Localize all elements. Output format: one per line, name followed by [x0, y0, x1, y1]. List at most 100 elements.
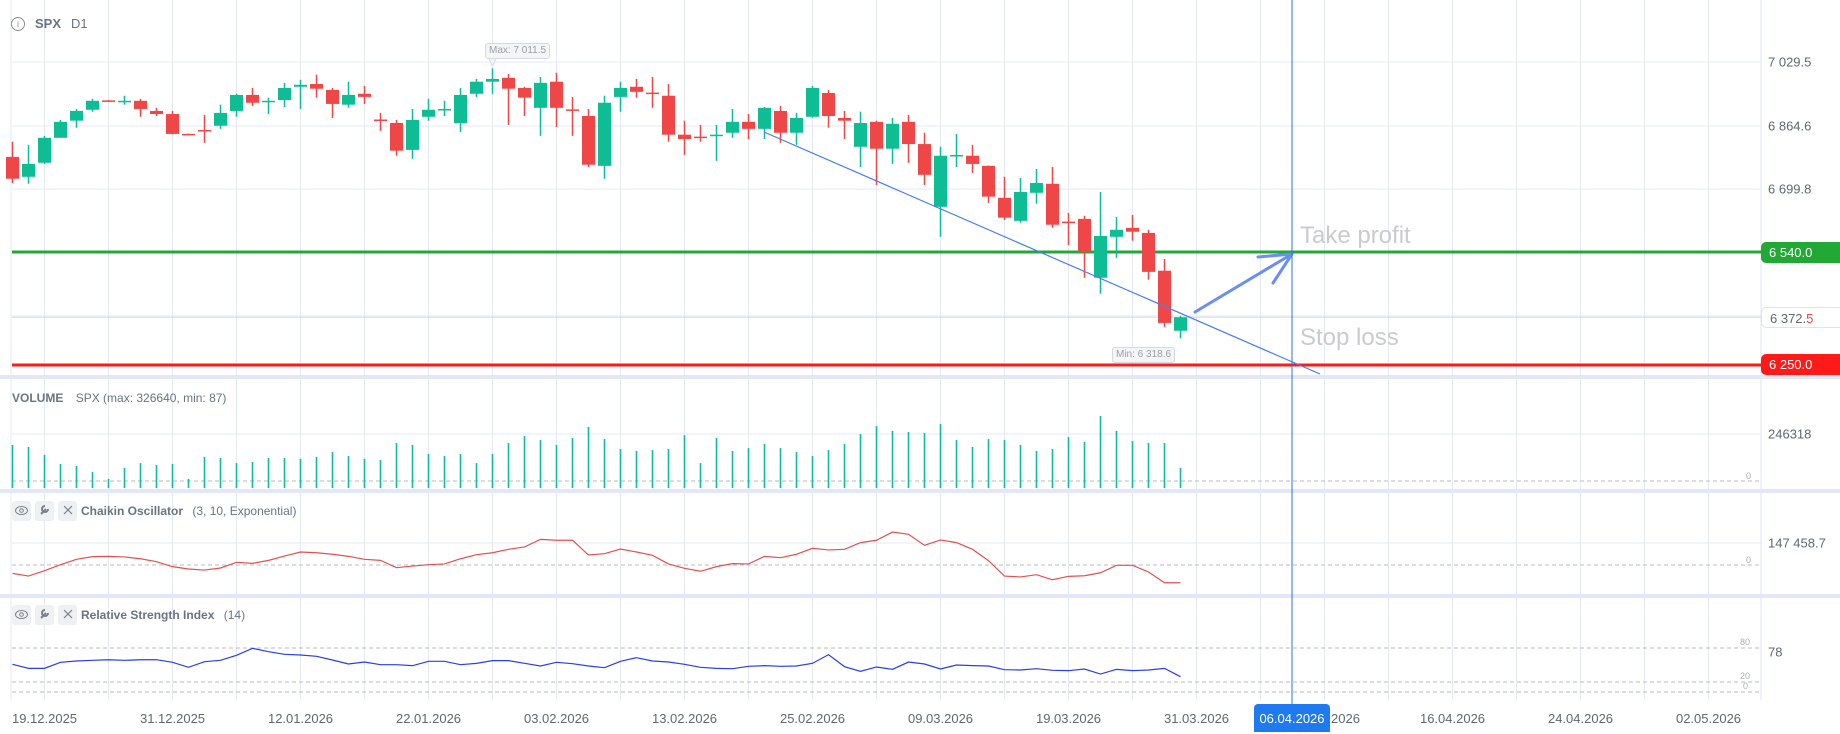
rsi-remove-button[interactable] [58, 605, 77, 625]
candle-down [310, 84, 323, 89]
date-axis-label: 22.01.2026 [395, 711, 462, 726]
current-price-last-digit: 5 [1806, 311, 1814, 326]
candle-up [486, 78, 499, 82]
candle-up [1110, 229, 1123, 237]
date-axis-label: 19.12.2025 [11, 711, 78, 726]
rsi-pane-header: Relative Strength Index (14) [81, 608, 245, 622]
rsi-level-80-label: 80 [1740, 637, 1751, 647]
rsi-level-0-label: 0 [1743, 681, 1749, 691]
candle-down [678, 134, 691, 139]
rsi-axis-label: 78 [1768, 644, 1783, 660]
max-pointer [488, 58, 497, 68]
candle-down [1158, 270, 1171, 323]
date-axis-label: 03.02.2026 [523, 711, 590, 726]
volume-subtitle: SPX (max: 326640, min: 87) [75, 391, 227, 405]
chaikin-axis-label: 147 458.7 [1768, 535, 1826, 551]
rsi-level-20-label: 20 [1740, 671, 1751, 681]
candle-down [918, 144, 931, 175]
chaikin-visibility-button[interactable] [12, 501, 31, 521]
candle-up [854, 123, 867, 147]
current-price-tag: 6 372.5 [1761, 307, 1840, 328]
date-axis-label: 16.04.2026 [1419, 711, 1486, 726]
candle-down [630, 86, 643, 92]
max-price-label: Max: 7 011.5 [485, 43, 551, 59]
chaikin-line [12, 531, 1181, 584]
candle-up [70, 110, 83, 121]
candle-up [422, 109, 435, 117]
date-axis-label: 25.02.2026 [779, 711, 846, 726]
arrow-icon [1193, 252, 1294, 314]
candle-up [886, 123, 899, 149]
date-axis-label: 19.03.2026 [1035, 711, 1102, 726]
candle-down [694, 136, 707, 139]
rsi-visibility-button[interactable] [12, 605, 31, 625]
symbol-header: i SPX D1 [11, 16, 88, 31]
volume-axis-label: 246318 [1768, 426, 1812, 442]
symbol-name: SPX [35, 16, 62, 31]
candle-down [998, 197, 1011, 218]
candle-up [454, 94, 467, 124]
candle-up [342, 94, 355, 105]
candle-down [358, 93, 371, 97]
rsi-title: Relative Strength Index [81, 608, 215, 622]
candle-down [566, 109, 579, 111]
pane-separator [0, 594, 1840, 598]
candle-down [870, 121, 883, 149]
take-profit-price-tag[interactable]: 6 540.0 [1761, 242, 1840, 263]
candle-up [438, 108, 451, 111]
candle-down [134, 100, 147, 109]
candle-up [1030, 183, 1043, 193]
chaikin-remove-button[interactable] [58, 501, 77, 521]
candle-up [262, 100, 275, 103]
candle-up [1174, 317, 1187, 331]
date-axis-label: 02.05.2026 [1675, 711, 1742, 726]
candle-down [246, 94, 259, 103]
candle-down [518, 87, 531, 98]
candle-down [326, 89, 339, 104]
candle-down [166, 114, 179, 134]
candle-up [598, 102, 611, 166]
candle-up [214, 112, 227, 126]
candle-down [550, 81, 563, 108]
candle-down [6, 156, 19, 179]
candle-down [838, 117, 851, 121]
close-icon [63, 502, 73, 520]
candle-down [1078, 218, 1091, 252]
candle-down [662, 95, 675, 135]
stop-loss-price-tag[interactable]: 6 250.0 [1761, 354, 1840, 375]
candle-down [390, 123, 403, 151]
eye-icon [15, 606, 28, 624]
stop-loss-text[interactable]: Stop loss [1300, 324, 1399, 351]
candle-up [230, 94, 243, 111]
candle-down [1046, 183, 1059, 225]
candle-up [790, 117, 803, 133]
take-profit-text[interactable]: Take profit [1300, 222, 1411, 249]
candle-down [1062, 221, 1075, 224]
candle-down [182, 133, 195, 136]
price-axis-label: 6 864.6 [1768, 118, 1812, 134]
eye-icon [15, 502, 28, 520]
candle-up [934, 155, 947, 207]
candle-up [758, 107, 771, 129]
rsi-settings-button[interactable] [35, 605, 54, 625]
candle-down [198, 130, 211, 132]
trend-line [763, 131, 1321, 375]
drawings[interactable] [488, 0, 1321, 704]
info-icon[interactable]: i [11, 16, 25, 31]
candle-up [294, 84, 307, 87]
current-price-main: 6 372. [1770, 311, 1807, 326]
chaikin-pane-header: Chaikin Oscillator (3, 10, Exponential) [81, 504, 296, 518]
price-axis-label: 7 029.5 [1768, 54, 1812, 70]
candle-down [502, 77, 515, 89]
date-axis-label: 31.12.2025 [139, 711, 206, 726]
pane-separator [0, 375, 1840, 379]
chaikin-zero-label: 0 [1746, 555, 1752, 565]
candle-down [902, 121, 915, 145]
chaikin-settings-button[interactable] [35, 501, 54, 521]
crosshair-date-label: 06.04.2026 [1254, 704, 1330, 732]
date-axis-label: 12.01.2026 [267, 711, 334, 726]
candle-up [278, 87, 291, 101]
volume-title: VOLUME [12, 391, 64, 405]
chaikin-title: Chaikin Oscillator [81, 504, 184, 518]
